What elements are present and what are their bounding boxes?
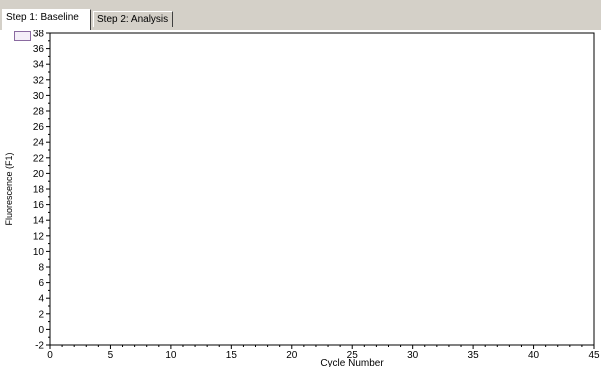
tab-step-1-baseline[interactable]: Step 1: Baseline [2, 9, 91, 30]
x-tick-label: 40 [528, 350, 540, 361]
x-tick-label: 25 [347, 350, 359, 361]
y-tick-label: 0 [38, 325, 44, 336]
x-tick-label: 15 [226, 350, 238, 361]
y-tick-label: 26 [33, 122, 45, 133]
y-tick-label: 2 [38, 309, 44, 320]
x-tick-label: 45 [588, 350, 600, 361]
y-tick-label: 34 [33, 60, 45, 71]
y-tick-label: 28 [33, 107, 45, 118]
x-tick-label: 20 [286, 350, 298, 361]
y-tick-label: 14 [33, 216, 45, 227]
y-tick-label: 16 [33, 200, 45, 211]
y-tick-label: 4 [38, 294, 44, 305]
y-axis-label: Fluorescence (F1) [4, 152, 14, 225]
y-tick-label: 32 [33, 75, 45, 86]
plot-frame [49, 32, 595, 346]
y-tick-label: 22 [33, 153, 45, 164]
amplification-chart: -2 0 2 4 6 8 10 12 14 16 18 20 22 24 26 28 30 32 34 36 38 0 5 1… [0, 29, 601, 370]
tab-bar: Step 1: Baseline Step 2: Analysis [0, 0, 601, 31]
x-tick-label: 0 [47, 350, 53, 361]
x-axis-label: Cycle Number [320, 358, 384, 367]
y-tick-label: 8 [38, 263, 44, 274]
y-tick-label: 36 [33, 44, 45, 55]
y-tick-label: 38 [33, 30, 45, 40]
x-tick-label: 5 [108, 350, 114, 361]
y-tick-label: 30 [33, 91, 45, 102]
y-tick-label: 24 [33, 138, 45, 149]
y-tick-label: -2 [35, 341, 44, 352]
y-tick-label: 10 [33, 247, 45, 258]
y-tick-label: 20 [33, 169, 45, 180]
x-tick-label: 30 [407, 350, 419, 361]
y-tick-label: 12 [33, 231, 45, 242]
zoom-icon[interactable] [14, 31, 31, 41]
x-tick-label: 35 [468, 350, 480, 361]
tab-step-2-analysis[interactable]: Step 2: Analysis [93, 11, 173, 27]
x-tick-label: 10 [165, 350, 177, 361]
y-tick-label: 18 [33, 185, 45, 196]
y-tick-label: 6 [38, 278, 44, 289]
